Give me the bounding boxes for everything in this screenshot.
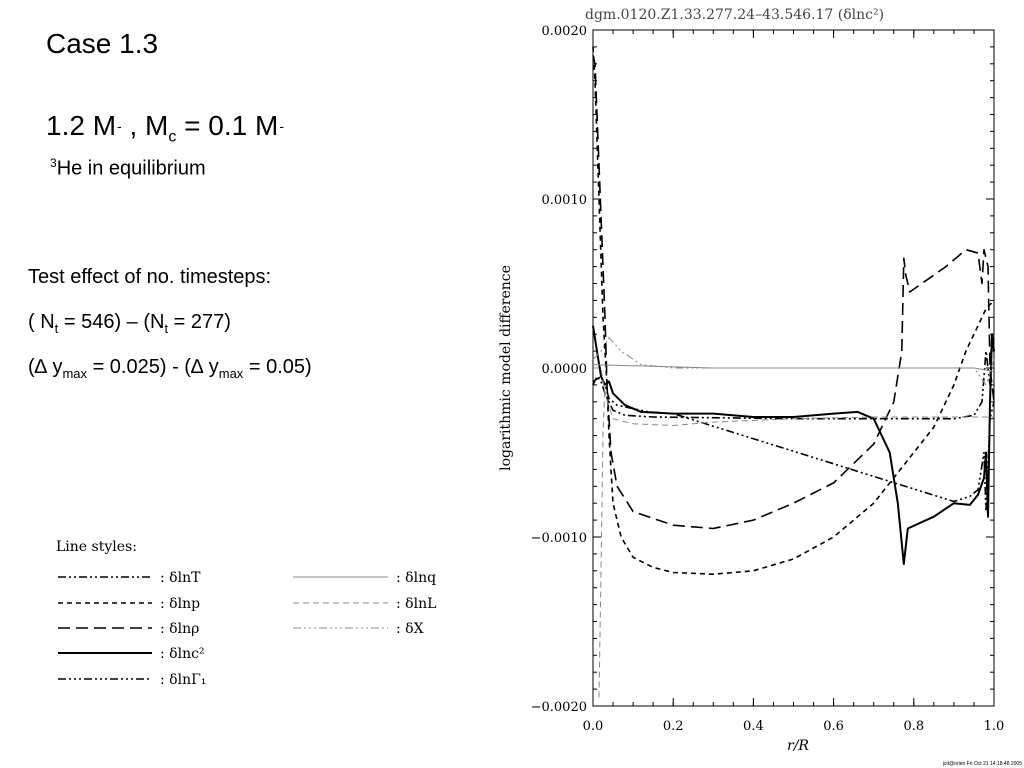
x-tick-label: 0.2 [663, 719, 684, 734]
legend-label: : δlnT [160, 570, 201, 586]
y-tick-label: −0.0020 [531, 700, 587, 715]
dy-b: = 0.025) - (∆ y [87, 356, 219, 378]
nt-sub-2: t [164, 321, 169, 336]
series-line [592, 46, 995, 575]
series-line [592, 325, 995, 565]
helium-isotope: 3 [50, 156, 57, 170]
legend-label: : δlnp [160, 596, 200, 612]
series-line [598, 384, 606, 698]
test-label: Test effect of no. timesteps: [28, 266, 272, 288]
helium-line: 3He in equilibrium [50, 156, 206, 181]
y-tick-label: −0.0010 [531, 531, 587, 546]
footer-stamp: jcd@orien Fri Oct 21 14:18:48 2005 [942, 761, 1023, 767]
dy-sub-2: max [218, 366, 244, 381]
series-line [592, 55, 995, 530]
legend-label: : δlnL [396, 596, 436, 612]
chart-title: dgm.0120.Z1.33.277.24–43.546.17 (δlnc²) [585, 7, 884, 23]
mass-eq: = 0.1 M [176, 110, 279, 141]
mass-line: 1.2 M- , Mc = 0.1 M- [46, 110, 284, 147]
x-tick-label: 0.6 [823, 719, 844, 734]
dy-line: (∆ ymax = 0.025) - (∆ ymax = 0.05) [28, 356, 312, 381]
legend-label: : δX [396, 621, 424, 637]
legend-label: : δlnΓ₁ [160, 672, 206, 688]
dy-sub-1: max [62, 366, 88, 381]
page-title: Case 1.3 [46, 28, 159, 59]
x-tick-label: 1.0 [984, 719, 1005, 734]
y-tick-label: 0.0020 [542, 24, 588, 39]
series-line [592, 337, 995, 386]
mass-mid: , M [121, 110, 169, 141]
solar-symbol-1: - [117, 118, 122, 134]
axis-ticks: 0.0 0.2 0.4 0.6 0.8 1.0 −0.0020 −0.0010 0.0000 0.… [531, 24, 1005, 734]
legend-label: : δlnρ [160, 621, 199, 637]
series-line [592, 350, 994, 420]
y-axis-label: logarithmic model difference [498, 265, 514, 471]
legend-label: : δlnc² [160, 646, 205, 662]
nt-c: = 277) [168, 311, 231, 333]
y-tick-label: 0.0010 [542, 193, 588, 208]
helium-text: He in equilibrium [56, 157, 206, 180]
x-axis-label: r/R [787, 738, 809, 754]
dy-a: (∆ y [28, 356, 63, 378]
nt-a: ( N [28, 311, 55, 333]
timestep-line: ( Nt = 546) – (Nt = 277) [28, 311, 231, 336]
nt-b: = 546) – (N [58, 311, 165, 333]
x-tick-label: 0.0 [583, 719, 604, 734]
legend-items: : δlnT : δlnp : δlnρ : δlnc² : δlnΓ₁ : δlnq : … [58, 570, 436, 688]
x-tick-label: 0.8 [903, 719, 924, 734]
x-tick-label: 0.4 [743, 719, 764, 734]
nt-sub-1: t [54, 321, 59, 336]
y-tick-label: 0.0000 [542, 362, 588, 377]
mass-prefix: 1.2 M [46, 110, 117, 141]
legend-title: Line styles: [56, 539, 137, 555]
dy-c: = 0.05) [243, 356, 312, 378]
mass-sub: c [168, 128, 177, 146]
series-line [593, 367, 994, 426]
series-line [592, 375, 995, 513]
series-group [592, 46, 995, 698]
solar-symbol-2: - [279, 118, 284, 134]
legend-label: : δlnq [396, 570, 436, 586]
